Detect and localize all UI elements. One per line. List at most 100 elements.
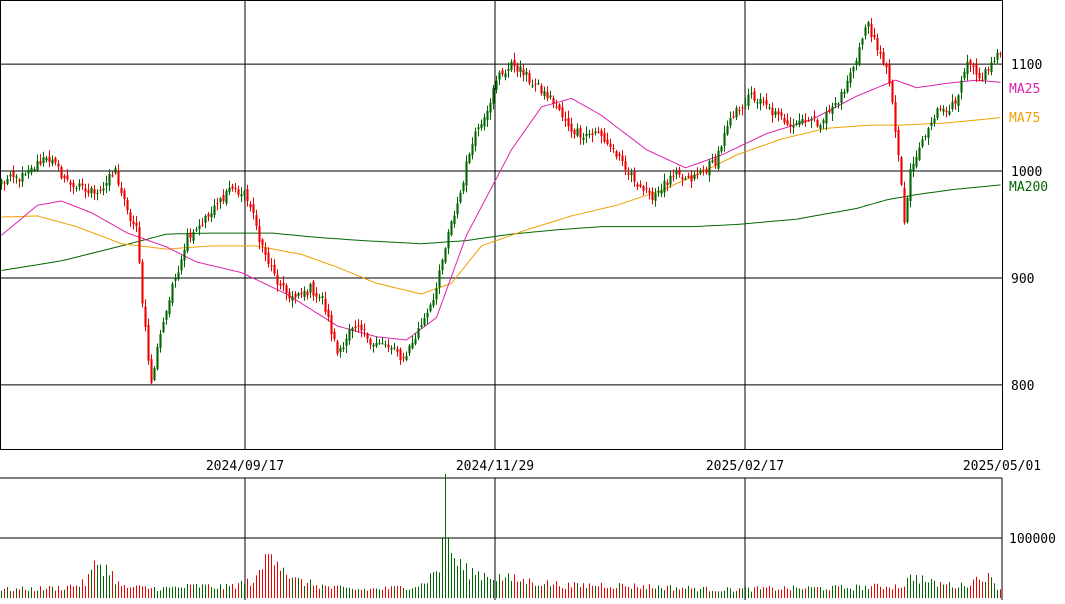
candle-body (342, 347, 345, 350)
candle-body (408, 345, 411, 354)
candle-body (12, 171, 15, 178)
candle-body (264, 247, 267, 255)
candle-body (879, 51, 882, 54)
candle-body (705, 169, 708, 173)
candle-body (471, 144, 474, 156)
candle-body (276, 274, 279, 285)
candle-body (756, 102, 759, 104)
candle-body (636, 184, 639, 187)
candle-body (432, 299, 435, 306)
candle-body (0, 180, 3, 185)
legend-label-ma200: MA200 (1009, 180, 1048, 195)
candle-body (894, 101, 897, 132)
candle-body (678, 169, 681, 175)
candle-body (912, 163, 915, 171)
candle-body (438, 270, 441, 288)
candle-body (453, 215, 456, 224)
candle-body (441, 259, 444, 271)
candle-body (147, 324, 150, 361)
candle-body (810, 118, 813, 121)
candle-body (150, 359, 153, 383)
candle-body (834, 102, 837, 106)
candle-body (672, 175, 675, 177)
candle-body (384, 344, 387, 346)
candle-body (225, 190, 228, 204)
candle-body (135, 222, 138, 227)
candle-body (753, 91, 756, 101)
candle-body (312, 281, 315, 296)
candle-body (714, 157, 717, 166)
x-tick-label: 2024/11/29 (456, 459, 534, 474)
candle-body (366, 333, 369, 339)
candle-body (219, 198, 222, 203)
candle-body (921, 139, 924, 147)
candle-body (318, 297, 321, 299)
candle-body (261, 239, 264, 246)
ma200-line (1, 184, 1001, 271)
candle-body (126, 199, 129, 211)
candle-body (273, 264, 276, 274)
candle-body (582, 137, 585, 140)
candle-body (900, 157, 903, 185)
candle-body (516, 65, 519, 72)
candle-body (807, 120, 810, 122)
candle-body (486, 110, 489, 121)
candle-body (435, 288, 438, 300)
candle-body (585, 133, 588, 137)
candle-body (339, 348, 342, 352)
candle-body (270, 265, 273, 267)
ma75-line (1, 117, 1001, 295)
candle-body (816, 119, 819, 127)
candle-body (822, 120, 825, 124)
candle-body (747, 94, 750, 106)
candle-body (501, 70, 504, 75)
candle-body (138, 227, 141, 263)
candle-body (546, 92, 549, 99)
x-tick-label: 2024/09/17 (206, 459, 284, 474)
candle-body (990, 62, 993, 73)
candle-body (609, 143, 612, 148)
legend-label-ma75: MA75 (1009, 111, 1040, 126)
candle-body (669, 175, 672, 185)
candle-body (363, 329, 366, 331)
candle-body (204, 215, 207, 223)
candle-body (522, 69, 525, 76)
candle-body (663, 180, 666, 193)
candle-body (954, 99, 957, 104)
candle-body (840, 91, 843, 103)
candle-body (642, 186, 645, 191)
candle-body (804, 120, 807, 123)
candle-body (933, 118, 936, 123)
candle-body (267, 252, 270, 265)
candle-body (525, 71, 528, 75)
candle-body (492, 87, 495, 104)
candle-body (717, 150, 720, 169)
volume-tick-label: 100000 (1009, 532, 1056, 547)
candle-body (729, 118, 732, 126)
candle-body (372, 344, 375, 347)
candle-body (993, 60, 996, 62)
candle-body (909, 169, 912, 201)
candle-body (684, 178, 687, 180)
candle-body (447, 231, 450, 249)
candle-body (42, 157, 45, 164)
candle-body (459, 192, 462, 203)
candle-body (462, 182, 465, 192)
candle-body (567, 117, 570, 127)
y-tick-label: 1100 (1011, 58, 1042, 73)
candle-body (390, 347, 393, 350)
candle-body (564, 118, 567, 121)
candle-body (45, 157, 48, 161)
candle-body (99, 189, 102, 191)
candle-body (591, 133, 594, 136)
candle-body (876, 38, 879, 51)
candle-body (726, 125, 729, 135)
y-tick-label: 900 (1011, 272, 1034, 287)
candle-body (198, 225, 201, 230)
candle-body (783, 117, 786, 123)
candle-body (528, 73, 531, 84)
candle-body (183, 249, 186, 261)
legend-label-ma25: MA25 (1009, 82, 1040, 97)
candle-body (243, 191, 246, 196)
